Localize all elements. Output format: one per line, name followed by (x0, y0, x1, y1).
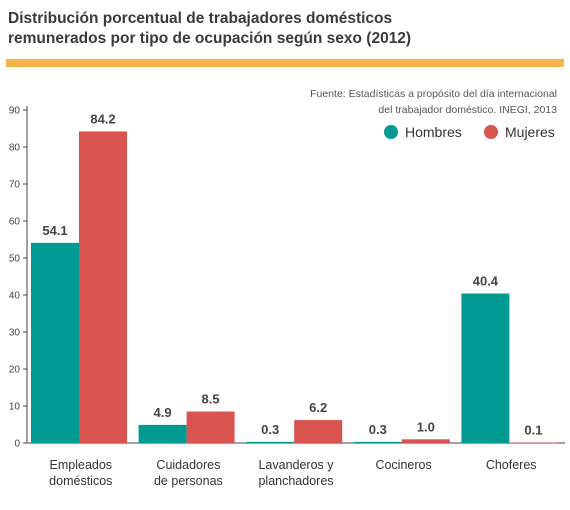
bar-hombres (138, 424, 187, 443)
data-label-mujeres: 8.5 (202, 392, 220, 407)
source-line-2: del trabajador doméstico. INEGI, 2013 (378, 104, 557, 116)
y-tick-label: 30 (9, 328, 21, 339)
legend-swatch-mujeres (484, 125, 498, 139)
legend-item-mujeres: Mujeres (484, 124, 555, 140)
y-tick-label: 90 (9, 106, 21, 117)
bar-mujeres (509, 442, 558, 444)
legend-label-mujeres: Mujeres (505, 124, 555, 140)
y-tick-label: 60 (9, 217, 21, 228)
y-tick-label: 40 (9, 291, 21, 302)
x-tick-label: domésticos (49, 474, 112, 488)
x-tick-label: de personas (154, 474, 223, 488)
title-divider (6, 59, 564, 67)
legend-label-hombres: Hombres (405, 124, 462, 140)
source-note: Fuente: Estadísticas a propósito del día… (237, 86, 557, 118)
x-tick-label: Choferes (486, 458, 537, 472)
chart-title-line-2: remunerados por tipo de ocupación según … (8, 30, 412, 47)
data-label-hombres: 0.3 (261, 422, 279, 437)
data-label-mujeres: 0.1 (524, 423, 542, 438)
y-tick-label: 70 (9, 180, 21, 191)
legend-item-hombres: Hombres (384, 124, 462, 140)
data-label-hombres: 54.1 (42, 223, 67, 238)
bar-mujeres (186, 411, 235, 443)
x-tick-label: Cocineros (375, 458, 431, 472)
x-tick-label: Lavanderos y (258, 458, 334, 472)
data-label-mujeres: 84.2 (90, 111, 115, 126)
x-tick-label: Empleados (50, 458, 113, 472)
x-tick-label: Cuidadores (156, 458, 220, 472)
bar-hombres (353, 441, 402, 443)
chart-title: Distribución porcentual de trabajadores … (8, 9, 568, 49)
bar-mujeres (294, 420, 343, 443)
legend-swatch-hombres (384, 125, 398, 139)
data-label-hombres: 40.4 (473, 274, 499, 289)
y-tick-label: 80 (9, 143, 21, 154)
y-tick-label: 50 (9, 254, 21, 265)
bar-hombres (461, 293, 510, 443)
y-tick-label: 10 (9, 402, 21, 413)
bar-mujeres (401, 439, 450, 443)
data-label-hombres: 4.9 (154, 405, 172, 420)
x-tick-label: planchadores (258, 474, 333, 488)
y-tick-label: 20 (9, 365, 21, 376)
data-label-mujeres: 6.2 (309, 400, 327, 415)
chart-title-line-1: Distribución porcentual de trabajadores … (8, 10, 393, 27)
data-label-mujeres: 1.0 (417, 419, 435, 434)
y-tick-label: 0 (14, 439, 20, 450)
bar-hombres (246, 441, 295, 443)
source-line-1: Fuente: Estadísticas a propósito del día… (310, 88, 557, 100)
data-label-hombres: 0.3 (369, 422, 387, 437)
bar-mujeres (79, 131, 127, 443)
bar-hombres (31, 242, 79, 443)
